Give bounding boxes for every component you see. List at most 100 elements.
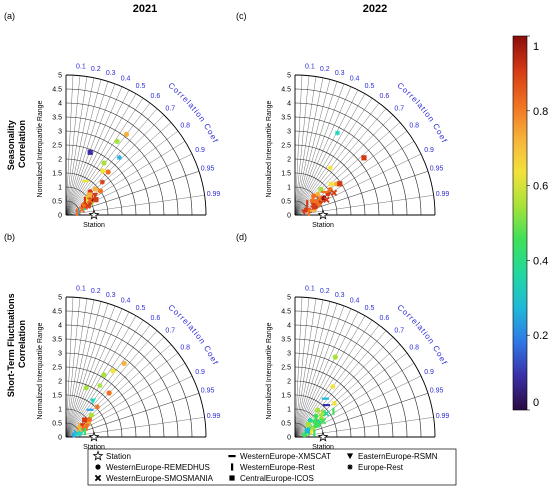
outer-arc	[294, 296, 436, 438]
correlation-tick-label: 0.99	[207, 413, 221, 420]
correlation-ray	[65, 324, 151, 438]
data-point	[100, 168, 106, 174]
correlation-tick-label: 0.2	[320, 66, 330, 73]
y-tick-label: 1	[58, 185, 62, 192]
taylor-panel-d: 0.1 0.20.30.40.50.60.70.80.90.950.9900.51…	[0, 0, 449, 451]
data-point	[304, 428, 311, 434]
data-point	[83, 385, 89, 391]
radial-grid-arc	[65, 172, 109, 216]
arc-label-text: Correlation Coefficient	[0, 0, 448, 367]
data-point	[84, 202, 92, 209]
radial-grid-arc	[65, 324, 179, 438]
correlation-minor-ray	[294, 301, 331, 438]
outer-arc	[65, 296, 207, 438]
legend-frame	[87, 448, 457, 486]
data-point	[323, 196, 330, 203]
data-point	[78, 422, 81, 431]
correlation-tick-label: 0.3	[106, 70, 116, 77]
radial-grid-arc	[294, 394, 338, 438]
radial-grid-arc	[294, 102, 408, 216]
data-point	[331, 400, 337, 406]
data-point	[75, 208, 79, 216]
data-point	[327, 165, 333, 171]
y-tick-label: 3.5	[52, 337, 62, 344]
correlation-minor-ray	[65, 122, 172, 216]
y-tick-label: 5	[58, 295, 62, 302]
correlation-tick-label: 0.6	[380, 315, 390, 322]
correlation-tick-label: 0.8	[409, 123, 419, 130]
arc-label: Correlation Coefficient	[0, 0, 220, 367]
correlation-tick-label: 0.5	[365, 83, 375, 90]
radial-grid-arc	[294, 172, 338, 216]
correlation-ray	[294, 81, 338, 216]
arc-label-text: Correlation Coefficient	[0, 0, 219, 367]
legend-symbol-asterisk	[347, 464, 353, 470]
legend-label: WesternEurope-Rest	[240, 463, 315, 472]
correlation-tick-label: 0.1	[305, 286, 315, 293]
panel-letter: (c)	[236, 11, 247, 21]
taylor-panels: 0.1 0.20.30.40.50.60.70.80.90.950.9900.51…	[0, 0, 449, 451]
correlation-tick-label: 0.4	[121, 75, 131, 82]
data-point	[86, 192, 93, 198]
arc-label: Correlation Coefficient	[0, 0, 449, 145]
correlation-minor-ray	[294, 108, 387, 216]
radial-grid-arc	[294, 88, 422, 216]
taylor-panel-a: 0.1 0.2 0.3 0.4 0.5 0.6 0.7 0.8 0.9 0.95 0.99 0 0.5 1…	[0, 0, 220, 229]
data-point	[88, 412, 95, 418]
correlation-minor-ray	[294, 79, 331, 216]
y-tick-label: 2	[287, 379, 291, 386]
correlation-minor-ray	[65, 83, 116, 216]
radial-grid-arc	[294, 324, 408, 438]
correlation-minor-ray	[65, 79, 102, 216]
correlation-minor-ray	[294, 297, 303, 438]
row-label-short-term-line1: Short-Term Fluctuations	[6, 293, 16, 397]
legend-symbol-circle	[95, 464, 101, 470]
correlation-tick-label: 0.8	[180, 345, 190, 352]
radial-grid-arc	[65, 310, 193, 438]
data-point	[101, 372, 107, 378]
y-tick-label: 4	[287, 323, 291, 330]
radial-grid-arc	[65, 102, 179, 216]
correlation-minor-ray	[294, 76, 317, 216]
correlation-minor-ray	[294, 83, 345, 216]
station-label: Station	[312, 222, 334, 229]
correlation-tick-label: 0.1	[305, 64, 315, 71]
correlation-minor-ray	[65, 76, 88, 216]
correlation-minor-ray	[65, 298, 88, 438]
correlation-tick-label: 0.9	[424, 369, 434, 376]
data-point	[106, 390, 112, 396]
colorbar: 1 0.8 0.6 0.4 0.2 0	[512, 35, 548, 411]
arc-label-text: Correlation Coefficient	[0, 0, 448, 145]
data-point	[323, 410, 330, 417]
data-point	[307, 417, 313, 424]
correlation-minor-ray	[65, 75, 74, 216]
correlation-minor-ray	[65, 89, 130, 216]
station-marker	[88, 431, 100, 442]
row-label-seasonality: Seasonality Correlation	[6, 118, 27, 171]
radial-grid-arc	[65, 158, 123, 216]
correlation-ray	[294, 114, 394, 216]
legend-label: EasternEurope-RSMN	[358, 452, 438, 461]
data-point	[330, 189, 338, 197]
y-tick-label: 2.5	[281, 143, 291, 150]
taylor-panel-c: 0.1 0.20.30.40.50.60.70.80.90.950.9900.51…	[0, 0, 449, 229]
radial-grid-arc	[294, 130, 380, 216]
radial-grid-arc	[294, 366, 366, 438]
correlation-tick-label: 0.3	[335, 70, 345, 77]
legend-label: CentralEurope-ICOS	[240, 474, 314, 483]
radial-grid-arc	[65, 144, 137, 216]
data-point	[307, 208, 310, 216]
y-tick-label: 3.5	[281, 115, 291, 122]
data-point	[319, 417, 327, 425]
station-marker	[317, 431, 329, 442]
y-tick-label: 2.5	[52, 143, 62, 150]
data-point	[101, 160, 107, 166]
radial-grid-arc	[65, 366, 137, 438]
legend-label: WesternEurope-XMSCAT	[240, 452, 331, 461]
y-tick-label: 0	[58, 435, 62, 442]
correlation-ray	[65, 352, 179, 438]
correlation-minor-ray	[65, 97, 144, 216]
radial-grid-arc	[294, 352, 380, 438]
